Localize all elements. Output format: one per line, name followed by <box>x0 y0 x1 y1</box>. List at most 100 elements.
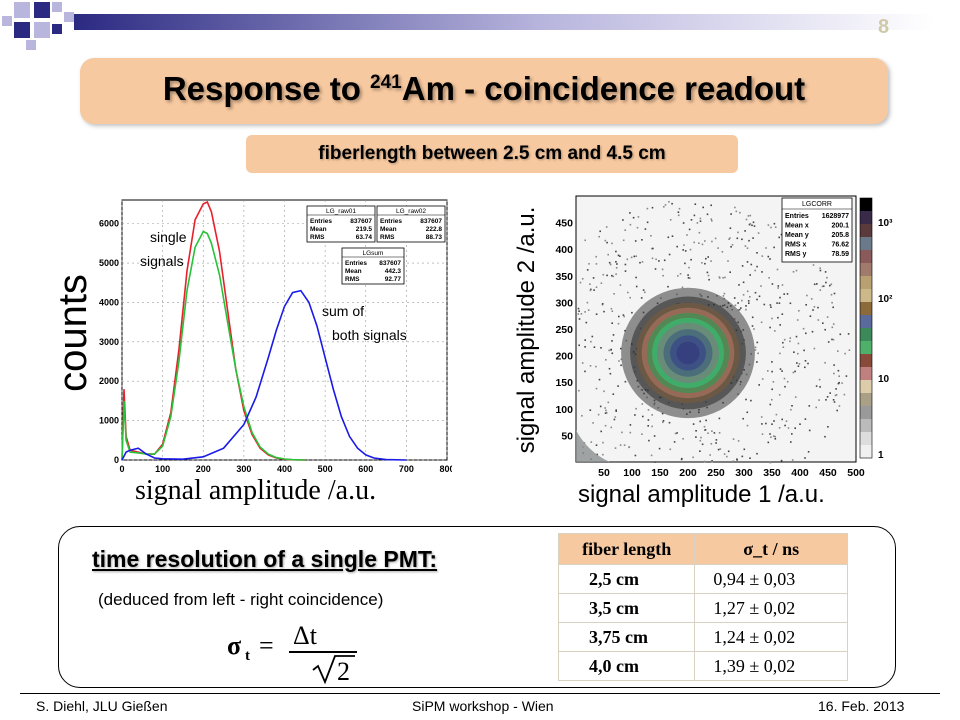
noise-point <box>770 226 772 229</box>
colorbar-segment <box>860 328 872 342</box>
noise-point <box>651 206 654 209</box>
noise-point <box>635 407 637 410</box>
noise-point <box>753 225 756 227</box>
title-pre: Response to <box>162 70 371 107</box>
noise-point <box>584 239 586 242</box>
stats-label: Entries <box>310 218 332 225</box>
noise-point <box>777 316 779 319</box>
stats-label: RMS x <box>785 242 807 249</box>
table-header-row: fiber length σ_t / ns <box>557 533 848 565</box>
noise-point <box>810 298 813 300</box>
noise-point <box>584 370 586 373</box>
sigma-formula: σ t = Δt 2 <box>227 622 357 686</box>
noise-point <box>717 247 719 249</box>
cell-sigma: 0,94 ± 0,03 <box>694 564 848 594</box>
noise-point <box>808 429 811 432</box>
y-axis-title-left: counts <box>51 274 95 392</box>
noise-point <box>610 426 613 429</box>
footer-divider <box>20 693 940 694</box>
noise-point <box>704 262 706 265</box>
noise-point <box>824 362 826 364</box>
noise-point <box>779 352 781 355</box>
noise-point <box>821 285 824 288</box>
noise-point <box>826 396 829 398</box>
noise-point <box>771 370 773 373</box>
noise-point <box>837 369 840 372</box>
colorbar-segment <box>860 406 872 420</box>
noise-point <box>829 284 831 287</box>
noise-point <box>590 441 593 443</box>
noise-point <box>696 222 699 224</box>
noise-point <box>603 310 605 313</box>
noise-point <box>677 275 679 277</box>
noise-point <box>613 293 615 295</box>
noise-point <box>742 417 744 420</box>
noise-point <box>789 340 791 343</box>
noise-point <box>784 424 786 427</box>
noise-point <box>687 274 689 276</box>
noise-point <box>778 394 781 396</box>
noise-point <box>662 274 664 277</box>
noise-point <box>824 271 827 273</box>
noise-point <box>641 239 643 241</box>
noise-point <box>596 453 598 456</box>
stats-box-frame <box>341 247 405 285</box>
noise-point <box>835 388 837 390</box>
noise-point <box>727 260 729 262</box>
noise-point <box>597 413 600 416</box>
noise-point <box>690 219 693 221</box>
noise-point <box>620 364 622 367</box>
noise-point <box>769 433 771 435</box>
noise-point <box>794 370 796 373</box>
noise-point <box>646 221 649 224</box>
noise-point <box>723 453 726 455</box>
colorbar-segment <box>860 367 872 381</box>
noise-point <box>668 201 670 203</box>
noise-point <box>707 274 710 277</box>
noise-point <box>746 411 749 414</box>
noise-point <box>661 412 664 415</box>
noise-point <box>728 238 730 240</box>
subtitle-box <box>246 135 738 173</box>
noise-point <box>612 275 615 278</box>
colorbar-segment <box>860 237 872 251</box>
noise-point <box>765 247 767 249</box>
noise-point <box>711 460 713 463</box>
colorbar-segment <box>860 393 872 407</box>
noise-point <box>781 370 783 372</box>
noise-point <box>634 454 637 457</box>
noise-point <box>626 258 629 261</box>
noise-point <box>813 306 816 308</box>
colorbar-segment <box>860 419 872 433</box>
noise-point <box>724 276 726 279</box>
colorbar-segment <box>860 354 872 368</box>
noise-point <box>826 276 828 279</box>
noise-point <box>734 304 737 307</box>
noise-point <box>771 283 774 285</box>
noise-point <box>707 256 709 258</box>
stats-box-name: LG_raw01 <box>326 208 356 215</box>
y-tick-label: 4000 <box>99 297 119 307</box>
noise-point <box>758 384 760 386</box>
noise-point <box>585 321 588 324</box>
y-tick-label: 1000 <box>99 416 119 426</box>
noise-point <box>816 283 818 285</box>
noise-point <box>624 329 626 332</box>
noise-point <box>647 409 650 411</box>
noise-point <box>832 399 835 401</box>
noise-point <box>605 411 608 414</box>
noise-point <box>752 221 755 224</box>
noise-point <box>797 342 800 345</box>
noise-point <box>644 291 646 294</box>
series-line-LG_raw02 <box>121 230 305 461</box>
stats-box-LGsum: LGsum Entries 837607 Mean 442.3 RMS 92.77 <box>341 247 405 285</box>
stats-label: RMS <box>380 234 395 241</box>
noise-point <box>662 420 665 422</box>
noise-point <box>578 318 581 320</box>
noise-point <box>617 385 619 387</box>
stats-box-name: LG_raw02 <box>396 208 426 215</box>
y-tick-label: 3000 <box>99 337 119 347</box>
noise-point <box>614 416 617 418</box>
noise-point <box>807 362 809 365</box>
noise-point <box>668 421 671 424</box>
